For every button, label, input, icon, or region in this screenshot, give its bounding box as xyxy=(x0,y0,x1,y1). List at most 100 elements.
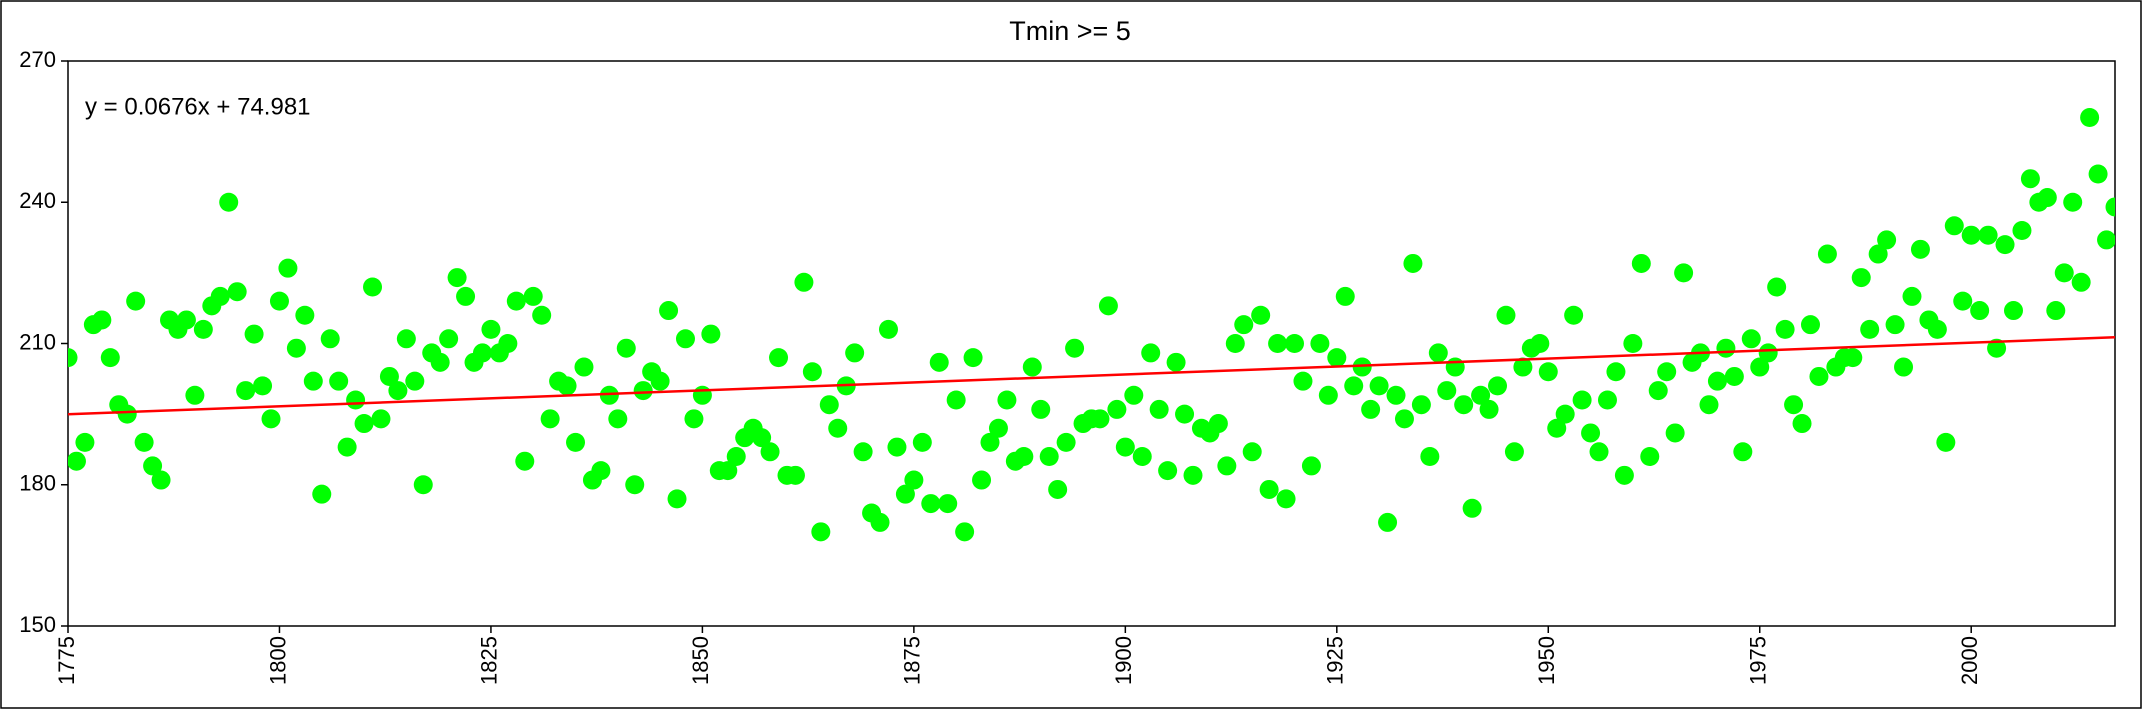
data-point xyxy=(1699,395,1719,415)
y-tick-label: 180 xyxy=(19,471,56,496)
data-point xyxy=(2088,164,2108,184)
data-point xyxy=(828,418,848,438)
data-point xyxy=(1843,348,1863,368)
data-point xyxy=(878,319,898,339)
data-point xyxy=(1293,371,1313,391)
data-point xyxy=(1251,305,1271,325)
data-point xyxy=(769,348,789,368)
data-point xyxy=(227,282,247,302)
data-point xyxy=(1775,319,1795,339)
data-point xyxy=(1420,447,1440,466)
data-point xyxy=(1809,366,1829,386)
data-point xyxy=(929,352,949,372)
data-point xyxy=(955,522,975,542)
data-point xyxy=(599,385,619,405)
data-point xyxy=(1014,447,1034,466)
data-point xyxy=(1944,216,1964,236)
data-point xyxy=(1048,479,1068,499)
data-point xyxy=(819,395,839,415)
data-point xyxy=(2054,263,2074,283)
y-tick-label: 150 xyxy=(19,612,56,637)
data-point xyxy=(1285,334,1305,353)
data-point xyxy=(845,343,865,363)
data-point xyxy=(117,404,137,424)
data-point xyxy=(692,385,712,405)
data-point xyxy=(1936,432,1956,452)
data-point xyxy=(1995,235,2015,255)
data-point xyxy=(616,338,636,358)
x-tick-label: 2000 xyxy=(1957,636,1982,685)
data-point xyxy=(1208,414,1228,434)
data-point xyxy=(1894,357,1914,377)
data-point xyxy=(1564,305,1584,325)
data-point xyxy=(1428,343,1448,363)
data-point xyxy=(337,437,357,457)
data-point xyxy=(439,329,459,349)
data-point xyxy=(1369,376,1389,396)
data-point xyxy=(1183,465,1203,485)
data-point xyxy=(236,381,256,401)
data-point xyxy=(557,376,577,396)
data-point xyxy=(701,324,721,344)
data-point xyxy=(1352,357,1372,377)
data-point xyxy=(1961,225,1981,245)
data-point xyxy=(650,371,670,391)
data-point xyxy=(1910,239,1930,259)
data-point xyxy=(1225,334,1245,353)
data-point xyxy=(574,357,594,377)
data-point xyxy=(963,348,983,368)
data-point xyxy=(363,277,383,297)
data-point xyxy=(354,414,374,434)
data-point xyxy=(1589,442,1609,462)
data-point xyxy=(143,456,163,476)
x-tick-label: 1850 xyxy=(688,636,713,685)
data-point xyxy=(2063,192,2083,212)
data-point xyxy=(1885,315,1905,335)
data-point xyxy=(1394,409,1414,429)
data-point xyxy=(2071,272,2091,292)
y-tick-label: 240 xyxy=(19,188,56,213)
data-point xyxy=(1648,381,1668,401)
data-point xyxy=(1555,404,1575,424)
x-tick-label: 1875 xyxy=(900,636,925,685)
data-point xyxy=(92,310,112,330)
data-point xyxy=(1750,357,1770,377)
data-point xyxy=(1124,385,1144,405)
data-point xyxy=(1513,357,1533,377)
data-point xyxy=(1268,334,1288,353)
x-tick-label: 1950 xyxy=(1534,636,1559,685)
data-point xyxy=(295,305,315,325)
data-point xyxy=(1674,263,1694,283)
data-point xyxy=(1877,230,1897,250)
data-point xyxy=(1141,343,1161,363)
data-point xyxy=(1479,399,1499,419)
data-point xyxy=(566,432,586,452)
x-tick-label: 1925 xyxy=(1323,636,1348,685)
data-point xyxy=(2080,108,2100,127)
data-point xyxy=(1031,399,1051,419)
data-point xyxy=(1987,338,2007,358)
data-point xyxy=(1572,390,1592,410)
data-point xyxy=(1166,352,1186,372)
data-point xyxy=(286,338,306,358)
data-point xyxy=(1640,447,1660,466)
y-tick-label: 210 xyxy=(19,329,56,354)
data-point xyxy=(2003,301,2023,321)
x-tick-label: 1900 xyxy=(1111,636,1136,685)
data-point xyxy=(1496,305,1516,325)
data-point xyxy=(1724,366,1744,386)
data-point xyxy=(1242,442,1262,462)
data-point xyxy=(1107,399,1127,419)
data-point xyxy=(532,305,552,325)
data-point xyxy=(718,461,738,481)
data-point xyxy=(1860,319,1880,339)
data-point xyxy=(210,286,230,306)
data-point xyxy=(1149,399,1169,419)
data-point xyxy=(972,470,992,490)
data-point xyxy=(1234,315,1254,335)
data-point xyxy=(1817,244,1837,264)
data-point xyxy=(193,319,213,339)
data-point xyxy=(1090,409,1110,429)
data-point xyxy=(498,334,518,353)
